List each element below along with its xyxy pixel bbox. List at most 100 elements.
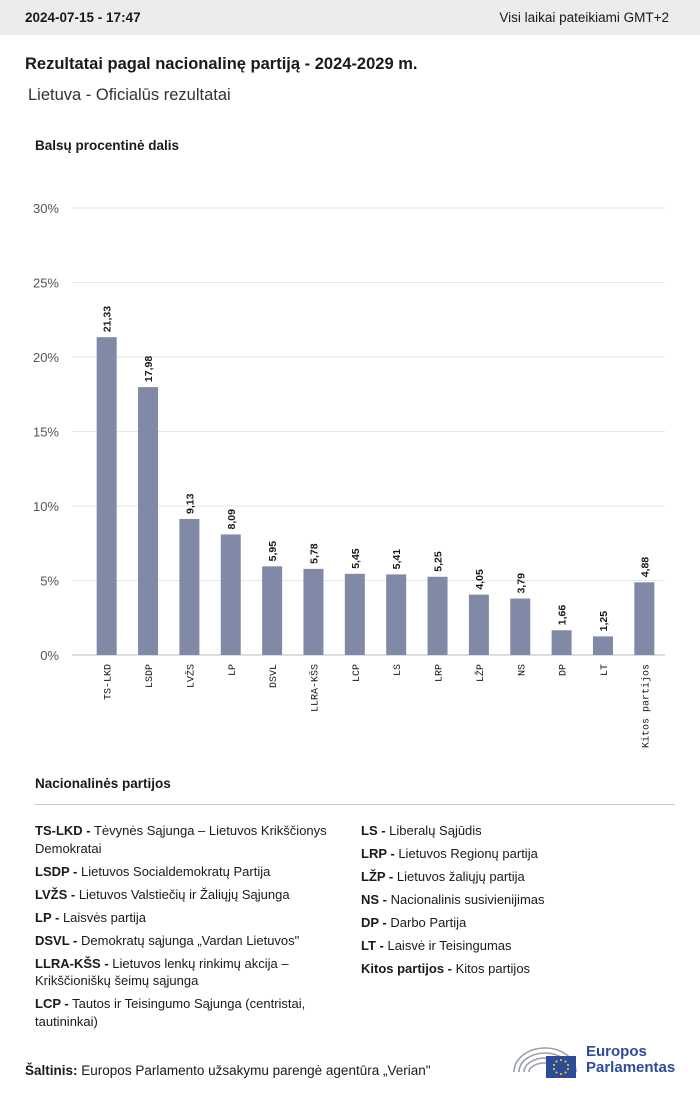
- bar: [262, 566, 283, 655]
- legend-item: LVŽS - Lietuvos Valstiečių ir Žaliųjų Są…: [35, 886, 350, 904]
- source-text: Europos Parlamento užsakymu parengė agen…: [81, 1063, 431, 1078]
- bar: [386, 574, 407, 655]
- bar: [592, 636, 613, 655]
- x-tick-label: TS-LKD: [104, 664, 115, 700]
- legend-divider: [35, 804, 675, 805]
- legend-item: LŽP - Lietuvos žaliųjų partija: [361, 868, 671, 886]
- legend-column-right: LS - Liberalų Sąjūdis LRP - Lietuvos Regi…: [361, 822, 671, 983]
- european-parliament-logo-icon: [513, 1047, 577, 1078]
- x-tick-label: LSDP: [145, 664, 156, 688]
- legend-name: Nacionalinis susivienijimas: [387, 892, 545, 907]
- bar-value-label: 5,95: [267, 541, 279, 562]
- x-tick-label: DP: [559, 664, 570, 676]
- bar-value-label: 5,25: [433, 551, 445, 572]
- x-tick-label: LVŽS: [183, 664, 197, 688]
- bar-value-label: 5,78: [308, 543, 320, 564]
- bar-value-label: 21,33: [102, 306, 114, 332]
- y-tick-label: 0%: [40, 648, 59, 663]
- bar: [634, 582, 655, 655]
- legend-name: Lietuvos Valstiečių ir Žaliųjų Sąjunga: [75, 886, 290, 902]
- bar: [344, 573, 365, 655]
- bar-value-label: 4,88: [639, 557, 651, 578]
- bar: [179, 518, 200, 655]
- legend-name: Kitos partijos: [452, 961, 531, 976]
- bar: [551, 630, 572, 655]
- bar: [427, 576, 448, 655]
- legend-name: Lietuvos Socialdemokratų Partija: [77, 863, 271, 879]
- legend-name: Demokratų sąjunga „Vardan Lietuvos": [77, 932, 300, 948]
- y-tick-label: 15%: [33, 425, 59, 440]
- x-tick-label: NS: [517, 664, 528, 676]
- legend-item: LLRA-KŠS - Lietuvos lenkų rinkimų akcija…: [35, 955, 350, 990]
- legend-abbr: LS -: [361, 823, 386, 838]
- legend-name: Lietuvos lenkų rinkimų akcija – Krikščio…: [35, 955, 289, 989]
- bar-value-label: 17,98: [143, 356, 155, 382]
- logo-line-2: Parlamentas: [586, 1059, 676, 1076]
- legend-abbr: DP -: [361, 915, 387, 930]
- legend-name: Lietuvos Regionų partija: [394, 846, 538, 861]
- legend-item: NS - Nacionalinis susivienijimas: [361, 891, 671, 909]
- bar: [303, 568, 324, 655]
- y-tick-label: 5%: [40, 574, 59, 589]
- source-label: Šaltinis:: [25, 1063, 78, 1078]
- legend-title: Nacionalinės partijos: [35, 776, 171, 791]
- bar-value-label: 8,09: [226, 509, 238, 530]
- bar-value-label: 1,25: [598, 611, 610, 632]
- x-tick-label: LCP: [352, 664, 363, 682]
- page-subtitle: Lietuva - Oficialūs rezultatai: [28, 86, 231, 104]
- y-tick-label: 25%: [33, 276, 59, 291]
- y-axis-label: Balsų procentinė dalis: [35, 138, 180, 153]
- logo-line-1: Europos: [586, 1043, 647, 1060]
- legend-abbr: LVŽS -: [35, 886, 76, 902]
- bar-value-label: 5,45: [350, 548, 362, 569]
- bar: [96, 337, 117, 655]
- bar-value-label: 1,66: [557, 605, 569, 626]
- legend-abbr: TS-LKD -: [35, 823, 91, 838]
- legend-name: Laisvės partija: [59, 909, 147, 925]
- legend-abbr: NS -: [361, 892, 387, 907]
- x-tick-label: LŽP: [473, 664, 487, 682]
- source-note: Šaltinis: Europos Parlamento užsakymu pa…: [25, 1063, 431, 1078]
- legend-item: LCP - Tautos ir Teisingumo Sąjunga (cent…: [35, 995, 350, 1030]
- header-bar: 2024-07-15 - 17:47 Visi laikai pateikiam…: [0, 0, 700, 35]
- legend-item: DSVL - Demokratų sąjunga „Vardan Lietuvo…: [35, 932, 350, 950]
- page-title: Rezultatai pagal nacionalinę partiją - 2…: [25, 55, 418, 73]
- x-tick-label: LLRA-KŠS: [307, 664, 321, 712]
- x-tick-label: LRP: [435, 664, 446, 682]
- legend-name: Darbo Partija: [386, 915, 467, 930]
- european-parliament-logo: Europos Parlamentas: [512, 1040, 675, 1080]
- legend-item: LRP - Lietuvos Regionų partija: [361, 845, 671, 863]
- bar: [468, 594, 489, 655]
- legend-item: LSDP - Lietuvos Socialdemokratų Partija: [35, 863, 350, 881]
- legend-abbr: LP -: [35, 909, 60, 925]
- timestamp: 2024-07-15 - 17:47: [25, 10, 141, 25]
- bar: [138, 387, 159, 655]
- legend-item: LP - Laisvės partija: [35, 909, 350, 927]
- legend-abbr: LCP -: [35, 996, 69, 1011]
- x-tick-label: LT: [600, 664, 611, 676]
- legend-column-left: TS-LKD - Tėvynės Sąjunga – Lietuvos Krik…: [35, 822, 350, 1036]
- legend-name: Laisvė ir Teisingumas: [383, 938, 512, 953]
- legend-item: LS - Liberalų Sąjūdis: [361, 822, 671, 840]
- y-tick-label: 10%: [33, 499, 59, 514]
- bar: [220, 534, 241, 655]
- legend-item: DP - Darbo Partija: [361, 914, 671, 932]
- x-tick-label: LP: [228, 664, 239, 676]
- x-tick-label: Kitos partijos: [640, 664, 652, 748]
- bar-value-label: 4,05: [474, 569, 486, 590]
- legend-name: Lietuvos žaliųjų partija: [393, 869, 525, 884]
- x-tick-label: DSVL: [269, 664, 280, 688]
- y-tick-label: 20%: [33, 350, 59, 365]
- x-tick-label: LS: [393, 664, 404, 676]
- bar-chart: 0%5%10%15%20%25%30%21,33TS-LKD17,98LSDP9…: [33, 201, 665, 748]
- legend-abbr: LT -: [361, 938, 384, 953]
- legend-abbr: LRP -: [361, 846, 395, 861]
- bar-value-label: 5,41: [391, 549, 403, 570]
- bar-value-label: 3,79: [515, 573, 527, 594]
- legend-abbr: LLRA-KŠS -: [35, 955, 109, 971]
- bar: [510, 598, 531, 655]
- legend-name: Tėvynės Sąjunga – Lietuvos Krikščionys D…: [35, 823, 327, 856]
- legend-name: Liberalų Sąjūdis: [385, 823, 482, 838]
- y-tick-label: 30%: [33, 201, 59, 216]
- timezone-note: Visi laikai pateikiami GMT+2: [499, 10, 669, 25]
